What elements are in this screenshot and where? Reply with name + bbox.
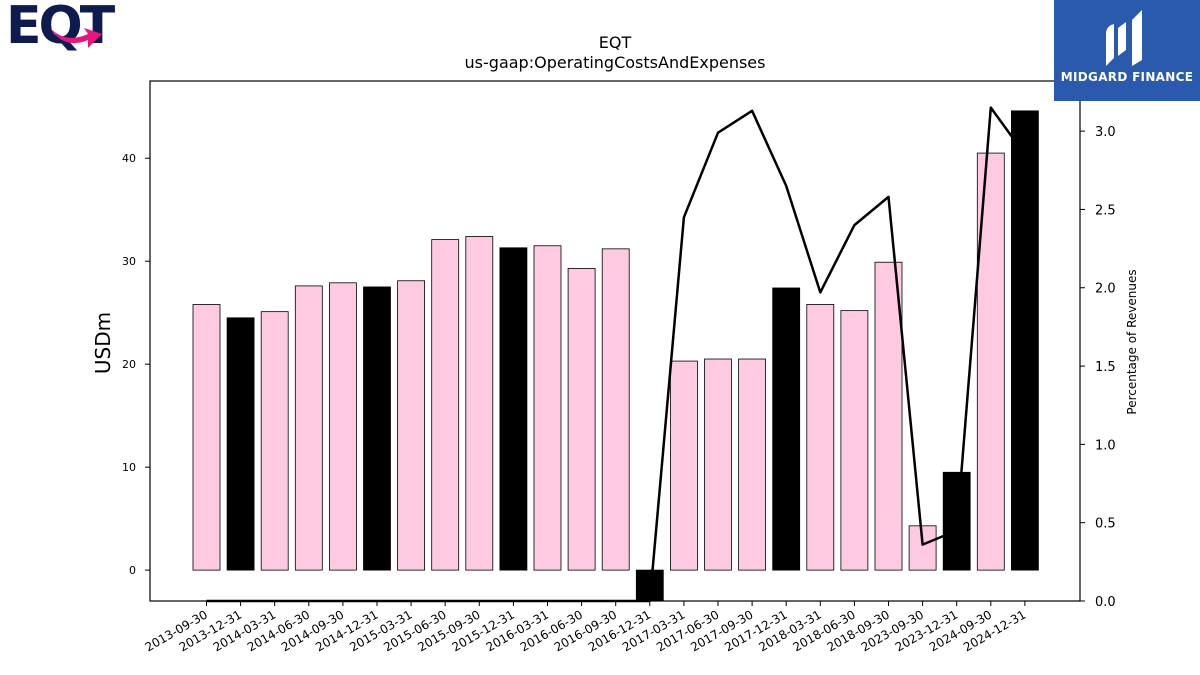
y2-tick-label: 2.5 [1095,203,1116,218]
y2-axis-label: Percentage of Revenues [1125,269,1139,414]
eqt-logo-text: EQT [6,0,115,56]
bar-2015-03-31 [397,280,426,571]
eqt-arrow-icon [50,28,102,48]
midgard-emblem-icon [1106,10,1142,66]
y2-tick-label: 3.0 [1095,125,1116,140]
y-axis-label: USDm [91,312,115,374]
x-axis-ticks: 2013-09-302013-12-312014-03-312014-06-30… [143,601,1028,654]
y2-tick-label: 1.0 [1095,438,1116,453]
y2-tick-label: 2.0 [1095,282,1116,297]
y2-tick-label: 0.5 [1095,517,1116,532]
bar-2017-12-31 [772,287,801,571]
bar-2015-09-30 [465,236,494,571]
y-tick-label: 0 [129,564,136,577]
chart-subtitle: us-gaap:OperatingCostsAndExpenses [465,53,766,72]
y2-tick-label: 0.0 [1095,595,1116,610]
bar-2016-03-31 [533,245,562,571]
bar-2014-06-30 [294,285,323,571]
midgard-finance-logo: MIDGARD FINANCE [1054,0,1200,101]
bar-2017-06-30 [704,358,732,571]
midgard-logo-text: MIDGARD FINANCE [1060,70,1194,84]
y-tick-label: 30 [122,255,136,268]
bar-2018-09-30 [874,261,903,571]
y-tick-label: 40 [122,152,136,165]
plot-frame [149,80,1081,602]
right-axis-ticks: 0.0 0.5 1.0 1.5 2.0 2.5 3.0 [1080,125,1116,610]
bar-2017-03-31 [670,360,698,571]
bar-2015-12-31 [499,247,528,571]
y-tick-label: 10 [122,461,136,474]
bar-2013-12-31 [226,317,255,571]
bar-2016-06-30 [567,268,596,571]
bar-2017-09-30 [738,358,766,571]
bar-2018-03-31 [806,304,835,571]
bar-2014-12-31 [363,286,391,571]
y2-tick-label: 1.5 [1095,360,1116,375]
bar-2024-12-31 [1011,110,1039,571]
bar-2015-06-30 [431,239,460,571]
bars-group [192,110,1039,602]
bar-2018-06-30 [840,310,869,571]
chart-title: EQT [599,33,632,52]
bar-2014-09-30 [328,282,357,571]
bar-2016-09-30 [601,248,630,571]
eqt-logo: EQT [4,0,144,56]
y-tick-label: 20 [122,358,136,371]
left-axis-ticks: 0 10 20 30 40 [122,152,150,577]
bar-2013-09-30 [192,304,221,571]
bar-2014-03-31 [260,311,289,571]
